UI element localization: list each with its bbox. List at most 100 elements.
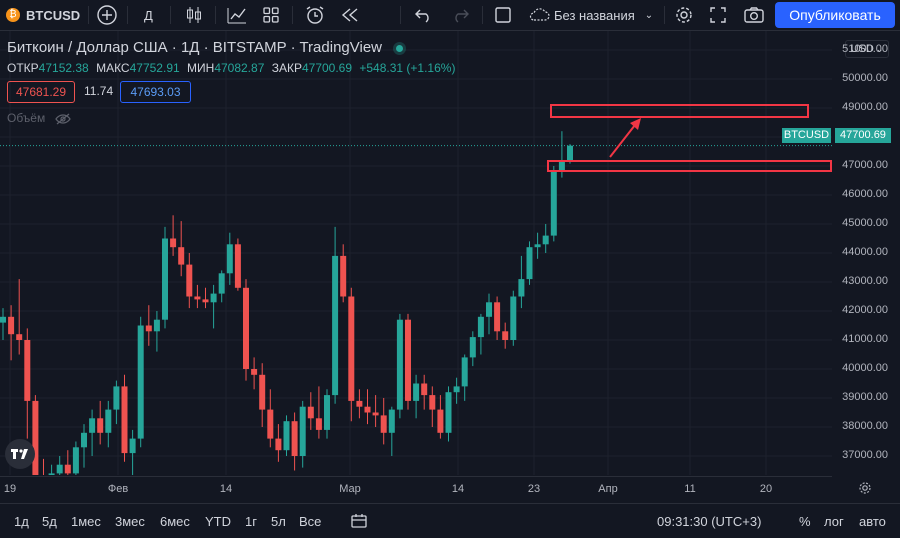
candle xyxy=(477,313,484,355)
candle xyxy=(429,386,436,427)
eye-crossed-icon[interactable] xyxy=(54,113,71,125)
candle-body xyxy=(202,299,209,303)
range-button[interactable]: 6мес xyxy=(160,513,190,529)
candle-body xyxy=(194,296,201,300)
candle xyxy=(89,409,96,456)
close-value: 47700.69 xyxy=(301,61,353,75)
volume-legend: Объём xyxy=(7,111,71,125)
range-button[interactable]: 5д xyxy=(42,513,57,529)
currency-select[interactable]: USD ⌄ xyxy=(845,40,889,58)
redo-icon xyxy=(455,9,469,23)
candle xyxy=(510,290,517,346)
candle-body xyxy=(0,316,6,323)
redo-button[interactable] xyxy=(450,0,470,30)
candle-body xyxy=(267,409,274,439)
symbol-search[interactable]: ₿ BTCUSD xyxy=(6,0,80,30)
indicators-button[interactable] xyxy=(226,0,248,30)
candle-body xyxy=(372,412,379,416)
candle-body xyxy=(97,418,104,433)
range-button[interactable]: YTD xyxy=(205,513,231,529)
expand-icon xyxy=(710,7,726,23)
price-chart[interactable] xyxy=(0,31,832,475)
undo-button[interactable] xyxy=(414,0,434,30)
time-tick-label: Фев xyxy=(107,483,129,495)
range-button[interactable]: 3мес xyxy=(115,513,145,529)
candle-body xyxy=(534,244,541,248)
time-tick-label: Апр xyxy=(598,483,618,495)
range-button[interactable]: 1г xyxy=(245,513,257,529)
candle xyxy=(32,395,39,475)
settings-button[interactable] xyxy=(674,0,694,30)
gear-icon xyxy=(676,7,692,23)
annotation-box-upper[interactable] xyxy=(550,104,809,118)
layout-name-button[interactable]: Без названия ⌄ xyxy=(528,0,653,30)
fullscreen-button[interactable] xyxy=(709,0,727,30)
sell-price-button[interactable]: 47681.29 xyxy=(7,81,75,103)
candle-body xyxy=(259,374,266,410)
price-tick-label: 37000.00 xyxy=(842,449,888,461)
percent-toggle[interactable]: % xyxy=(799,513,811,529)
candle xyxy=(356,389,363,419)
low-label: МИН xyxy=(187,61,215,75)
candle-body xyxy=(445,392,452,433)
candle-body xyxy=(332,255,339,396)
publish-button[interactable]: Опубликовать xyxy=(775,2,895,28)
candle-body xyxy=(72,447,79,474)
candle xyxy=(81,424,87,468)
tradingview-logo[interactable] xyxy=(5,439,35,469)
candle-body xyxy=(510,296,517,340)
candle xyxy=(494,296,501,340)
range-button[interactable]: 1д xyxy=(14,513,29,529)
auto-toggle[interactable]: авто xyxy=(859,513,886,529)
price-axis[interactable]: USD⌄ 51000.0050000.0049000.0048000.00470… xyxy=(833,31,900,475)
axis-settings-button[interactable] xyxy=(855,478,875,498)
gear-icon xyxy=(859,482,871,494)
undo-icon xyxy=(415,9,429,23)
candle-body xyxy=(145,325,152,332)
candle xyxy=(437,395,444,439)
candle xyxy=(97,400,104,445)
candle xyxy=(299,400,306,468)
candle-body xyxy=(413,383,420,401)
annotation-box-lower[interactable] xyxy=(547,160,832,172)
candle xyxy=(469,331,476,367)
candle xyxy=(170,215,177,256)
high-value: 47752.91 xyxy=(129,61,180,75)
candle-body xyxy=(283,421,290,451)
candle xyxy=(162,226,168,329)
candle-body xyxy=(89,418,96,433)
time-axis[interactable]: 19 Фев 14 Мар 14 23 Апр 11 20 xyxy=(0,476,832,501)
interval-button[interactable]: Д xyxy=(144,0,153,30)
candle-body xyxy=(162,238,168,320)
candle xyxy=(542,224,549,253)
date-range-button[interactable] xyxy=(350,504,368,538)
layouts-button[interactable] xyxy=(262,0,280,30)
snapshot-button[interactable] xyxy=(743,0,765,30)
chevron-down-icon: ⌄ xyxy=(644,9,654,21)
candle xyxy=(178,221,185,277)
clock-timezone[interactable]: 09:31:30 (UTC+3) xyxy=(657,513,762,529)
add-symbol-button[interactable] xyxy=(96,0,118,30)
price-tick-label: 46000.00 xyxy=(842,188,888,200)
currency-label: USD xyxy=(850,43,874,55)
candles-icon xyxy=(187,7,201,23)
annotation-arrow[interactable] xyxy=(609,124,636,158)
fullscreen-select-button[interactable] xyxy=(494,0,512,30)
range-button[interactable]: Все xyxy=(299,513,322,529)
range-button[interactable]: 5л xyxy=(271,513,286,529)
candle-body xyxy=(550,171,557,236)
range-button[interactable]: 1мес xyxy=(71,513,101,529)
alert-button[interactable] xyxy=(304,0,326,30)
candle-body xyxy=(421,383,428,396)
high-label: МАКС xyxy=(96,61,130,75)
replay-button[interactable] xyxy=(340,0,360,30)
buy-price-button[interactable]: 47693.03 xyxy=(120,81,191,103)
candle-body xyxy=(186,264,193,297)
candle xyxy=(518,255,525,309)
time-tick-label: 20 xyxy=(759,483,773,495)
chart-type-button[interactable] xyxy=(184,0,204,30)
log-toggle[interactable]: лог xyxy=(824,513,844,529)
candle xyxy=(72,441,79,475)
candle xyxy=(137,316,144,448)
open-value: 47152.38 xyxy=(38,61,89,75)
